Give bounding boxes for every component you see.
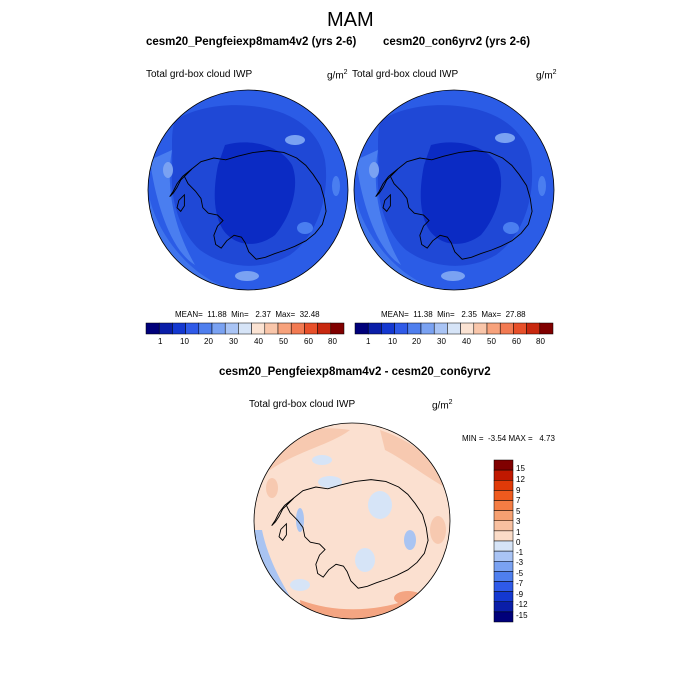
colorbar-swatch: [493, 550, 514, 562]
colorbar-swatch: [486, 322, 501, 335]
cb3-tick: 3: [516, 517, 521, 526]
cb1-tick: 50: [279, 337, 288, 346]
colorbar-swatch: [304, 322, 318, 335]
colorbar-swatch: [493, 480, 514, 491]
colorbar-swatch: [493, 581, 514, 592]
cb3-tick: 9: [516, 486, 521, 495]
colorbar-swatch: [330, 322, 345, 335]
colorbar-swatch: [493, 571, 514, 582]
diff-panel-stats: MIN = -3.54 MAX = 4.73: [462, 434, 555, 443]
cb3-tick: -7: [516, 579, 524, 588]
colorbar-swatch: [493, 520, 514, 532]
cb3-tick: -3: [516, 558, 524, 567]
diff-panel-units: g/m2: [432, 399, 453, 412]
colorbar-swatch: [211, 322, 226, 335]
colorbar-swatch: [277, 322, 292, 335]
cb1-tick: 80: [328, 337, 337, 346]
panel-2-title: cesm20_con6yrv2 (yrs 2-6): [383, 36, 531, 48]
panel-1-units: g/m2: [327, 69, 348, 82]
colorbar-swatch: [493, 540, 514, 552]
colorbar-swatch: [145, 322, 160, 335]
cb2-tick: 20: [412, 337, 421, 346]
cb1-tick: 20: [204, 337, 213, 346]
cb3-tick: -15: [516, 611, 528, 620]
cb3-tick: -9: [516, 590, 524, 599]
panel-1-title: cesm20_Pengfeiexp8mam4v2 (yrs 2-6): [146, 36, 357, 48]
colorbar-swatch: [539, 322, 554, 335]
cb2-tick: 1: [366, 337, 371, 346]
colorbar-swatch: [493, 601, 514, 613]
colorbar-swatch: [394, 322, 409, 335]
colorbar-swatch: [493, 500, 514, 511]
colorbar-swatch: [493, 611, 514, 623]
colorbar-swatch: [493, 469, 514, 481]
panel-1-variable: Total grd-box cloud IWP: [146, 69, 253, 80]
panel-1-colorbar: [145, 322, 345, 335]
colorbar-swatch: [264, 322, 279, 335]
colorbar-swatch: [354, 322, 369, 335]
colorbar-swatch: [493, 591, 514, 602]
cb1-tick: 10: [180, 337, 189, 346]
colorbar-swatch: [499, 322, 514, 335]
colorbar-swatch: [493, 459, 514, 471]
cb2-tick: 50: [487, 337, 496, 346]
colorbar-swatch: [367, 322, 382, 335]
colorbar-swatch: [172, 322, 186, 335]
cb3-tick: 1: [516, 528, 521, 537]
cb1-tick: 30: [229, 337, 238, 346]
colorbar-swatch: [473, 322, 488, 335]
cb2-tick: 10: [388, 337, 397, 346]
colorbar-swatch: [447, 322, 461, 335]
diff-map: [253, 422, 451, 620]
colorbar-swatch: [198, 322, 213, 335]
colorbar-swatch: [433, 322, 448, 335]
colorbar-swatch: [317, 322, 332, 335]
panel-2-stats: MEAN= 11.38 Min= 2.35 Max= 27.88: [381, 310, 526, 319]
cb3-tick: 0: [516, 538, 521, 547]
panel-2-units: g/m2: [536, 69, 557, 82]
colorbar-swatch: [290, 322, 305, 335]
cb2-tick: 80: [536, 337, 545, 346]
cb3-tick: 15: [516, 464, 525, 473]
cb1-tick: 1: [158, 337, 163, 346]
cb1-tick: 40: [254, 337, 263, 346]
cb3-tick: 7: [516, 496, 521, 505]
colorbar-swatch: [493, 490, 514, 501]
colorbar-swatch: [381, 322, 395, 335]
page-title: MAM: [327, 9, 374, 31]
diff-panel-title: cesm20_Pengfeiexp8mam4v2 - cesm20_con6yr…: [219, 366, 491, 378]
colorbar-swatch: [460, 322, 475, 335]
cb2-tick: 40: [462, 337, 471, 346]
diff-panel-variable: Total grd-box cloud IWP: [249, 399, 356, 410]
cb3-tick: 5: [516, 507, 521, 516]
cb2-tick: 60: [512, 337, 521, 346]
colorbar-swatch: [251, 322, 266, 335]
panel-1-map: [147, 89, 349, 291]
colorbar-swatch: [493, 530, 514, 542]
cb3-tick: 12: [516, 475, 525, 484]
cb3-tick: -12: [516, 600, 528, 609]
cb1-tick: 60: [304, 337, 313, 346]
colorbar-swatch: [420, 322, 435, 335]
colorbar-swatch: [238, 322, 252, 335]
panel-1-stats: MEAN= 11.88 Min= 2.37 Max= 32.48: [175, 310, 320, 319]
panel-2-colorbar: [354, 322, 554, 335]
colorbar-swatch: [513, 322, 527, 335]
cb3-tick: -5: [516, 569, 524, 578]
panel-2-variable: Total grd-box cloud IWP: [352, 69, 459, 80]
colorbar-swatch: [493, 561, 514, 572]
colorbar-swatch: [224, 322, 239, 335]
colorbar-swatch: [526, 322, 541, 335]
colorbar-swatch: [185, 322, 200, 335]
colorbar-swatch: [158, 322, 173, 335]
colorbar-swatch: [493, 510, 514, 521]
cb2-tick: 30: [437, 337, 446, 346]
colorbar-swatch: [407, 322, 422, 335]
panel-2-map: [353, 89, 555, 291]
diff-colorbar: [493, 459, 514, 623]
cb3-tick: -1: [516, 548, 524, 557]
